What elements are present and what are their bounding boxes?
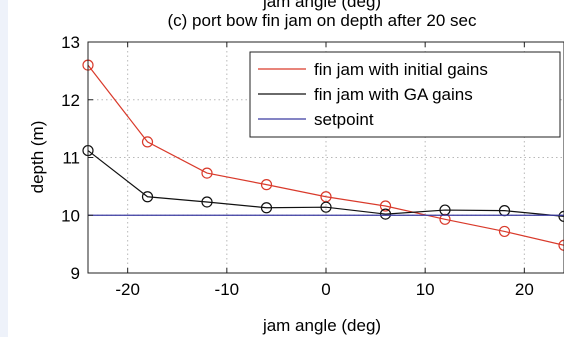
y-tick-label: 11 [62, 149, 80, 168]
y-tick-label: 9 [71, 264, 80, 283]
data-point-series-2 [558, 210, 564, 223]
y-tick-label: 13 [61, 33, 80, 52]
left-edge-strip [0, 0, 8, 337]
series-layer [82, 59, 564, 251]
series-line-1 [87, 64, 564, 246]
data-point-series-1 [498, 225, 511, 238]
x-tick-label: 0 [321, 280, 330, 299]
data-point-series-2 [379, 208, 392, 220]
y-tick-label: 12 [61, 91, 80, 110]
legend-label: fin jam with initial gains [314, 60, 488, 79]
y-tick-label: 10 [61, 206, 80, 225]
x-tick-label: 10 [416, 280, 435, 299]
data-point-series-1 [379, 200, 392, 212]
axis-ticks: -20 -10 0 10 20 9 10 11 12 13 [61, 33, 534, 299]
legend: fin jam with initial gains fin jam with G… [249, 51, 561, 138]
cropped-top-label: jam angle (deg) [262, 0, 381, 11]
x-tick-label: 20 [515, 280, 534, 299]
data-point-series-1 [201, 167, 213, 179]
series-line-2 [87, 150, 564, 218]
chart-title: (c) port bow fin jam on depth after 20 s… [168, 11, 477, 30]
data-point-series-2 [320, 201, 332, 213]
x-tick-label: -10 [215, 280, 240, 299]
x-axis-label: jam angle (deg) [262, 316, 381, 335]
y-axis-label: depth (m) [28, 121, 47, 194]
data-point-series-2 [141, 191, 154, 203]
data-point-series-1 [439, 213, 451, 225]
data-point-series-2 [260, 202, 273, 214]
x-tick-label: -20 [115, 280, 140, 299]
legend-label: setpoint [314, 110, 374, 129]
legend-label: fin jam with GA gains [314, 85, 473, 104]
data-point-series-1 [141, 136, 154, 148]
data-point-series-2 [201, 196, 213, 208]
data-point-series-1 [260, 179, 273, 191]
data-point-series-1 [558, 239, 564, 251]
